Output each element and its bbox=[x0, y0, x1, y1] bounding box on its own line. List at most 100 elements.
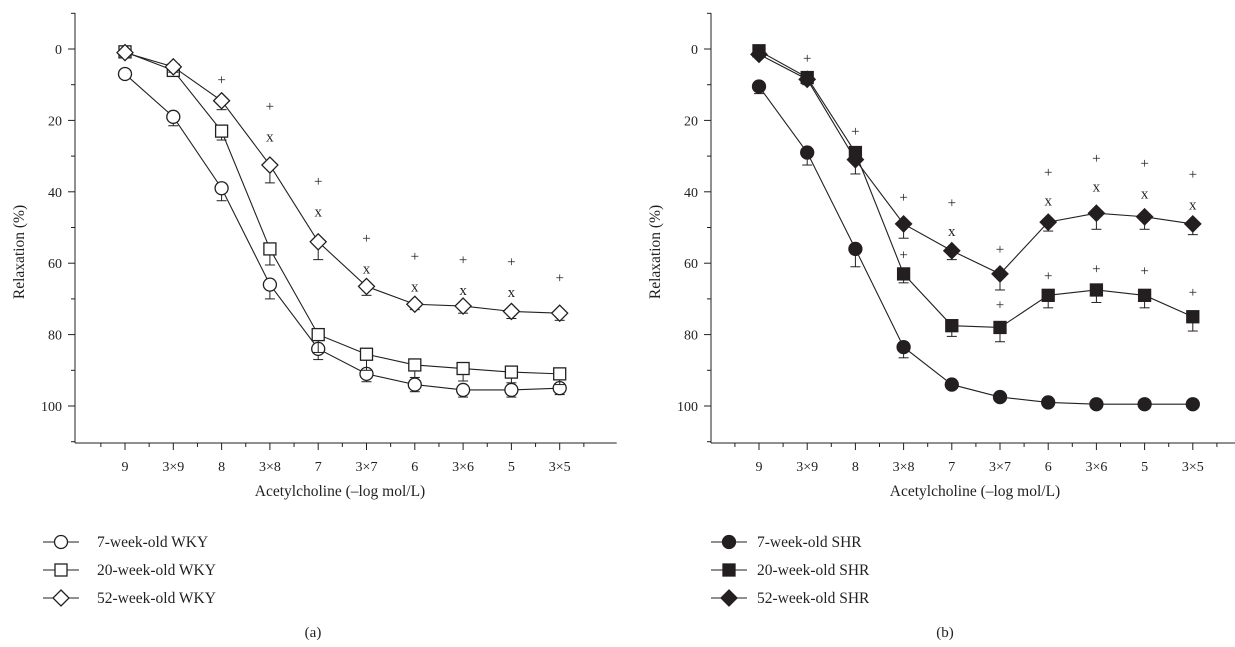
significance-mark: x bbox=[314, 204, 322, 220]
x-tick-label: 5 bbox=[1141, 460, 1148, 475]
chart-panel-b: 0 20 40 60 80 100 9 3×9 8 3×8 7 3×7 6 3×6 5 3×5 Acetylch… bbox=[647, 12, 1235, 641]
y-tick-label: 60 bbox=[48, 257, 62, 272]
significance-mark: + bbox=[362, 231, 370, 247]
significance-mark: + bbox=[1189, 167, 1197, 183]
y-tick-label: 40 bbox=[48, 186, 62, 201]
significance-mark: + bbox=[459, 253, 467, 269]
y-tick-label: 80 bbox=[48, 329, 62, 344]
significance-mark: + bbox=[899, 247, 907, 263]
data-point bbox=[504, 365, 519, 379]
chart-panel-a: 0 20 40 60 80 100 9 3×9 8 3×8 7 3×7 6 3×6 5 3×5 Acetylch… bbox=[11, 12, 617, 641]
significance-mark: x bbox=[363, 262, 371, 278]
x-axis-title: Acetylcholine (–log mol/L) bbox=[255, 483, 425, 500]
significance-mark: + bbox=[1044, 269, 1052, 285]
data-point bbox=[1041, 288, 1055, 302]
legend-marker bbox=[720, 589, 738, 607]
significance-mark: + bbox=[507, 254, 515, 270]
x-tick-label: 7 bbox=[948, 460, 955, 475]
data-point bbox=[896, 339, 911, 355]
legend-marker bbox=[53, 534, 69, 550]
significance-mark: x bbox=[508, 285, 516, 301]
significance-mark: + bbox=[1092, 151, 1100, 167]
data-point bbox=[454, 297, 473, 315]
data-point bbox=[944, 377, 959, 392]
data-point bbox=[1137, 288, 1152, 302]
x-tick-label: 3×9 bbox=[796, 460, 818, 475]
x-axis-title: Acetylcholine (–log mol/L) bbox=[890, 483, 1060, 500]
significance-mark: + bbox=[899, 190, 907, 206]
series-line bbox=[124, 51, 560, 375]
data-point bbox=[1089, 397, 1104, 412]
legend-label: 7-week-old SHR bbox=[757, 534, 862, 551]
significance-mark: x bbox=[1141, 187, 1149, 203]
data-point bbox=[1089, 283, 1104, 297]
significance-mark: + bbox=[851, 124, 859, 140]
data-point bbox=[116, 43, 134, 62]
x-tick-label: 3×8 bbox=[893, 460, 915, 475]
legend: 7-week-old WKY 20-week-old WKY 52-week-old… bbox=[43, 534, 216, 607]
legend-marker bbox=[54, 563, 68, 577]
significance-mark: x bbox=[948, 224, 956, 240]
data-point bbox=[991, 264, 1009, 283]
series-line bbox=[124, 73, 560, 391]
series-line bbox=[758, 53, 1193, 275]
legend: 7-week-old SHR 20-week-old SHR 52-week-old… bbox=[711, 534, 870, 607]
data-point bbox=[502, 302, 521, 321]
significance-mark: + bbox=[555, 270, 563, 286]
legend-label: 20-week-old WKY bbox=[97, 562, 216, 579]
data-point bbox=[405, 295, 424, 314]
data-point bbox=[1186, 310, 1200, 324]
x-tick-label: 3×5 bbox=[549, 460, 571, 475]
significance-mark: + bbox=[948, 196, 956, 212]
significance-mark: + bbox=[1044, 165, 1052, 181]
data-point bbox=[164, 57, 183, 76]
data-point bbox=[455, 382, 471, 398]
x-tick-label: 6 bbox=[1045, 460, 1052, 475]
significance-mark: x bbox=[1189, 197, 1197, 213]
x-tick-label: 3×6 bbox=[1085, 460, 1107, 475]
legend-label: 52-week-old WKY bbox=[97, 590, 216, 607]
data-point bbox=[260, 156, 279, 174]
data-point bbox=[311, 327, 325, 342]
data-point bbox=[408, 358, 422, 372]
data-point bbox=[1039, 213, 1058, 232]
data-point bbox=[262, 277, 278, 292]
y-axis-title: Relaxation (%) bbox=[11, 205, 28, 299]
significance-mark: + bbox=[996, 242, 1004, 258]
y-tick-label: 80 bbox=[684, 329, 698, 344]
data-point bbox=[942, 241, 961, 260]
x-tick-label: 9 bbox=[756, 460, 763, 475]
significance-mark: x bbox=[459, 283, 467, 299]
series-1 bbox=[117, 66, 567, 398]
x-tick-label: 8 bbox=[852, 460, 859, 475]
series-1 bbox=[751, 79, 1200, 412]
panel-label: (b) bbox=[936, 625, 954, 641]
panel-label: (a) bbox=[305, 625, 322, 641]
data-point bbox=[800, 145, 815, 160]
data-point bbox=[798, 70, 817, 89]
data-point bbox=[848, 241, 863, 257]
data-point bbox=[1183, 215, 1202, 233]
series-2 bbox=[118, 45, 567, 386]
significance-mark: + bbox=[314, 174, 322, 190]
x-tick-label: 7 bbox=[315, 460, 322, 475]
y-tick-label: 20 bbox=[48, 114, 62, 129]
data-point bbox=[214, 181, 229, 196]
y-tick-label: 40 bbox=[684, 186, 698, 201]
data-point bbox=[117, 66, 133, 82]
x-tick-label: 8 bbox=[218, 460, 225, 475]
data-point bbox=[751, 79, 767, 94]
significance-mark: x bbox=[1093, 179, 1101, 195]
series-line bbox=[758, 50, 1194, 329]
significance-mark: + bbox=[803, 51, 811, 67]
x-tick-label: 9 bbox=[122, 460, 129, 475]
series-3 bbox=[750, 45, 1202, 291]
significance-mark: x bbox=[411, 279, 419, 295]
significance-mark: + bbox=[1140, 263, 1148, 279]
data-point bbox=[993, 320, 1007, 335]
data-point bbox=[1185, 397, 1200, 412]
data-point bbox=[1087, 204, 1106, 223]
data-point bbox=[553, 367, 567, 381]
y-tick-label: 60 bbox=[684, 257, 698, 272]
series-3 bbox=[116, 43, 569, 323]
